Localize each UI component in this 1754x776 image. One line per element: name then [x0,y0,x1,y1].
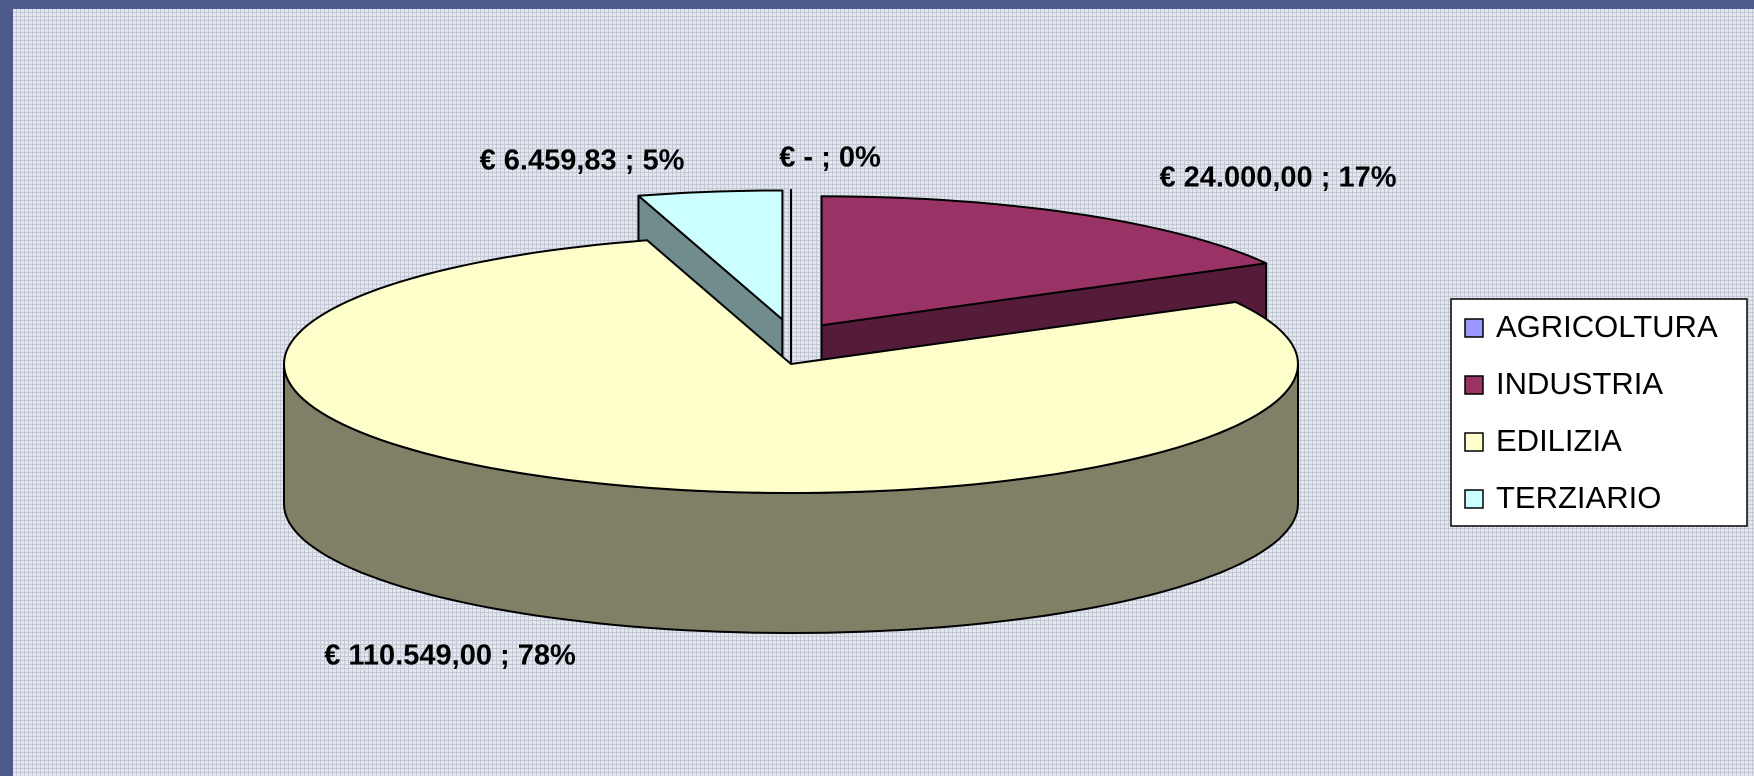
slice [637,189,784,321]
legend-box [1450,298,1748,527]
legend-label: TERZIARIO [1496,480,1661,515]
data-label: € 24.000,00 ; 17% [1159,162,1396,194]
legend-label: AGRICOLTURA [1496,309,1718,344]
legend-swatch [1464,375,1484,395]
legend-label: INDUSTRIA [1496,366,1663,401]
data-label: € 6.459,83 ; 5% [480,145,685,177]
data-label: € - ; 0% [779,142,881,174]
legend-swatch [1464,432,1484,452]
legend-label: EDILIZIA [1496,423,1622,458]
slice [820,195,1268,327]
legend-swatch [1464,318,1484,338]
data-label: € 110.549,00 ; 78% [324,640,576,672]
legend-swatch [1464,489,1484,509]
slice [283,239,1299,494]
